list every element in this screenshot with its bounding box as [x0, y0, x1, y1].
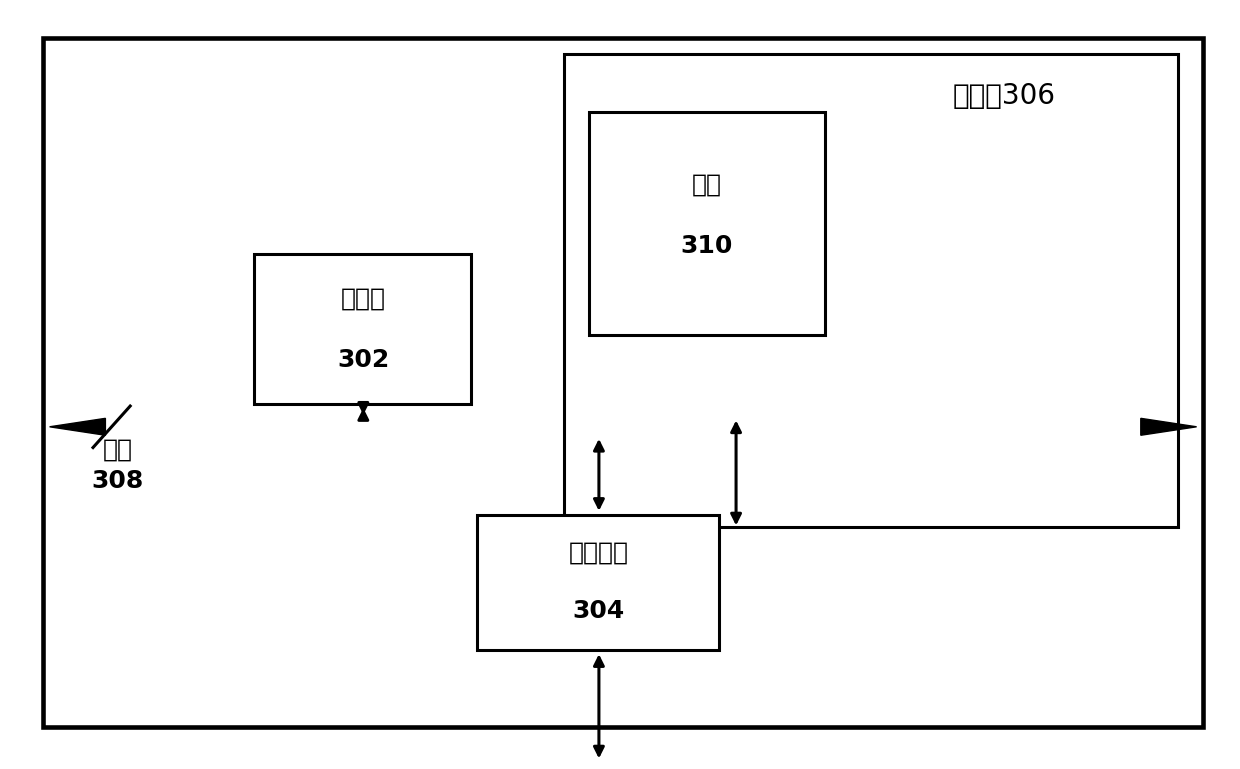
Polygon shape: [50, 418, 105, 435]
Bar: [564, 54, 1178, 527]
Text: 302: 302: [337, 348, 389, 372]
Bar: [254, 254, 471, 404]
Text: 存储器306: 存储器306: [952, 82, 1056, 110]
Text: 处理器: 处理器: [341, 286, 386, 311]
Bar: [477, 515, 719, 650]
Polygon shape: [1141, 418, 1197, 435]
Text: 程序: 程序: [692, 172, 722, 197]
Text: 通信接口: 通信接口: [569, 541, 629, 565]
Text: 310: 310: [681, 234, 733, 258]
Text: 304: 304: [573, 599, 625, 624]
Text: 总线: 总线: [103, 438, 133, 462]
Text: 308: 308: [92, 468, 144, 493]
Bar: [43, 38, 1203, 727]
Bar: [589, 112, 825, 335]
Polygon shape: [105, 419, 1141, 434]
